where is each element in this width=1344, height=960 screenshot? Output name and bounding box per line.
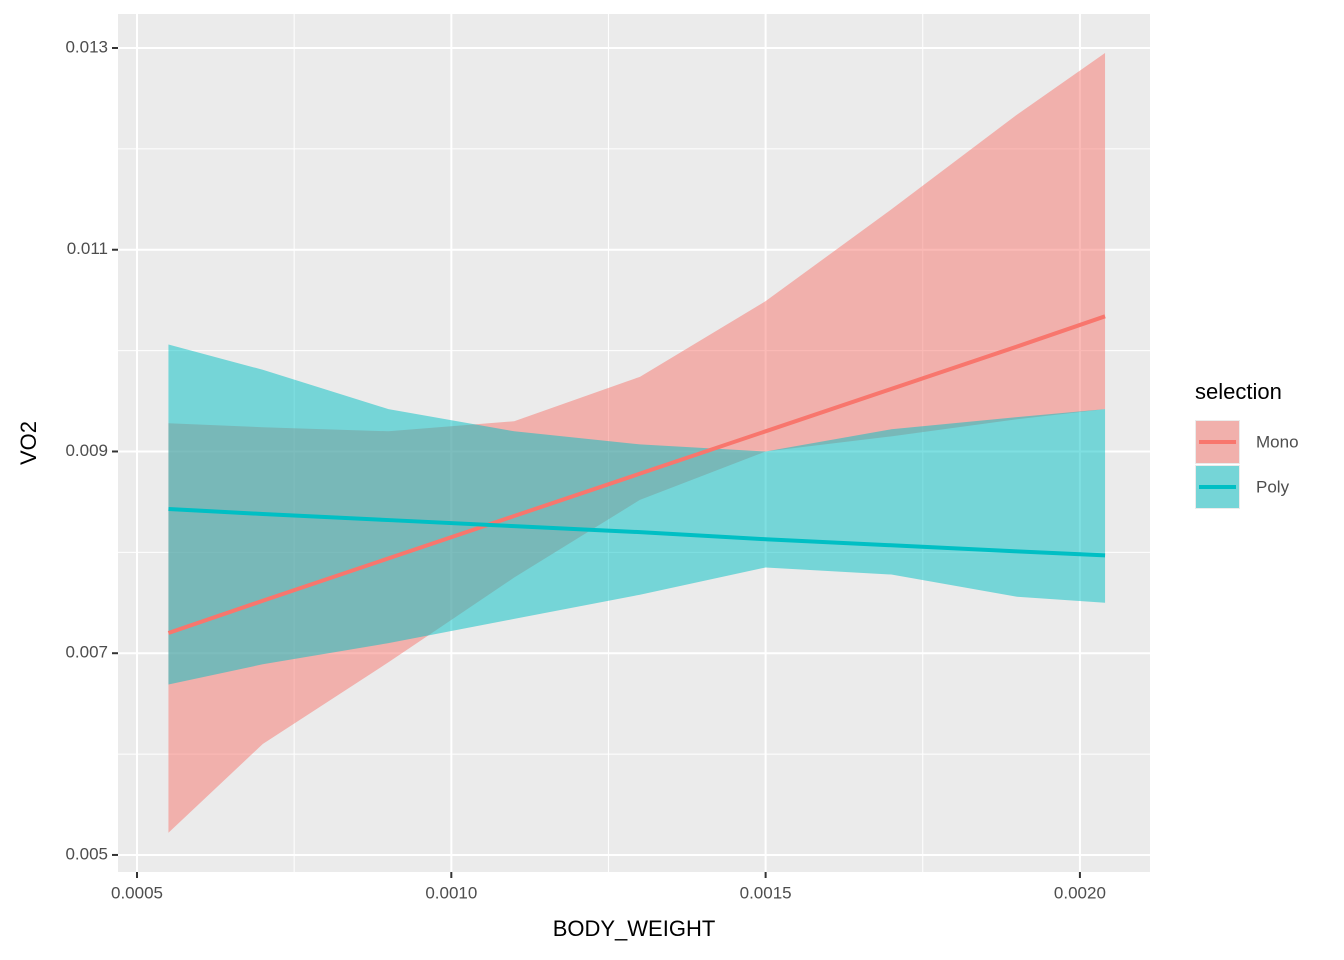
- y-tick-label: 0.009: [65, 441, 108, 460]
- y-tick-label: 0.005: [65, 844, 108, 863]
- x-tick-label: 0.0015: [740, 883, 792, 902]
- y-axis-label: VO2: [16, 421, 41, 465]
- x-axis-label: BODY_WEIGHT: [553, 916, 716, 941]
- confidence-ribbon: [168, 344, 1106, 685]
- legend: selection Mono Poly: [1195, 379, 1299, 509]
- legend-label: Mono: [1256, 432, 1299, 451]
- x-tick-label: 0.0005: [111, 883, 163, 902]
- trend-line: [168, 506, 1106, 558]
- marks: [167, 53, 1106, 833]
- axes: 0.0005 0.0010 0.0015 0.0020 0.005 0.007 0.009 0…: [65, 37, 1105, 902]
- y-tick-label: 0.007: [65, 643, 108, 662]
- x-tick-label: 0.0020: [1054, 883, 1106, 902]
- x-tick-label: 0.0010: [425, 883, 477, 902]
- y-tick-label: 0.013: [65, 37, 108, 56]
- legend-label: Poly: [1256, 477, 1290, 496]
- y-tick-label: 0.011: [67, 239, 108, 258]
- trend-line: [167, 314, 1106, 635]
- legend-title: selection: [1195, 379, 1282, 404]
